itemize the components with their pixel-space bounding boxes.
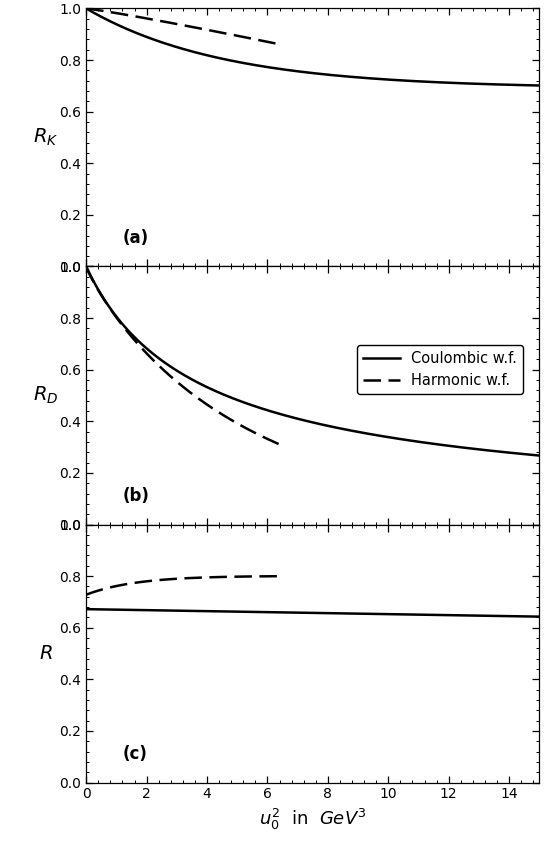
Legend: Coulombic w.f., Harmonic w.f.: Coulombic w.f., Harmonic w.f. [358,345,523,394]
Text: (c): (c) [122,745,147,763]
Text: (b): (b) [122,487,150,505]
Y-axis label: $R_D$: $R_D$ [33,385,58,406]
X-axis label: $u^2_0$  in  $GeV^3$: $u^2_0$ in $GeV^3$ [259,807,366,832]
Text: (a): (a) [122,229,148,247]
Y-axis label: $R$: $R$ [38,644,52,663]
Y-axis label: $R_K$: $R_K$ [33,127,58,148]
